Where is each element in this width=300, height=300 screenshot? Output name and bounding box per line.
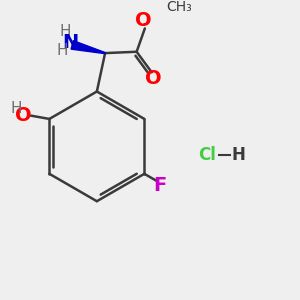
Text: F: F xyxy=(153,176,167,195)
Text: O: O xyxy=(145,69,161,88)
Text: H: H xyxy=(11,101,22,116)
Text: H: H xyxy=(57,44,68,59)
Text: H: H xyxy=(231,146,245,164)
Text: CH₃: CH₃ xyxy=(166,0,192,14)
Text: Cl: Cl xyxy=(198,146,215,164)
Text: H: H xyxy=(60,24,71,39)
Text: N: N xyxy=(63,33,79,52)
Text: O: O xyxy=(15,106,31,125)
Polygon shape xyxy=(71,40,105,54)
Text: O: O xyxy=(135,11,152,30)
